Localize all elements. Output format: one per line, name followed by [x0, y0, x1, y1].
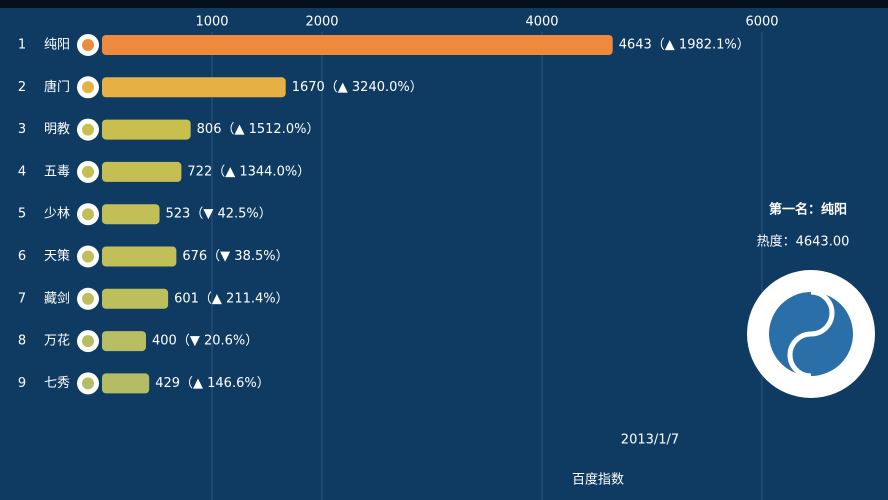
category-icon-inner [82, 335, 94, 348]
bar [102, 288, 169, 309]
category-icon-inner [82, 377, 94, 390]
value-label: 601（▲ 211.4%） [174, 291, 289, 306]
rank-label: 8 [18, 334, 26, 349]
rank-label: 7 [18, 291, 26, 306]
bar [102, 204, 160, 225]
bar [102, 35, 613, 55]
category-icon-inner [82, 81, 94, 94]
category-label: 明教 [44, 121, 70, 137]
category-label: 少林 [44, 207, 70, 222]
side-value: 热度：4643.00 [757, 234, 850, 250]
bar [102, 161, 182, 182]
value-label: 676（▼ 38.5%） [182, 249, 288, 264]
rank-label: 5 [18, 207, 26, 222]
value-label: 1670（▲ 3240.0%） [292, 80, 423, 95]
rank-label: 1 [18, 38, 26, 53]
rank-label: 9 [18, 376, 26, 391]
category-icon-inner [82, 208, 94, 221]
value-label: 429（▲ 146.6%） [155, 376, 270, 391]
bar [102, 373, 150, 394]
rank-label: 4 [18, 164, 26, 179]
category-label: 唐门 [44, 79, 70, 95]
category-label: 七秀 [44, 376, 70, 391]
leader-icon-swirl [787, 289, 835, 379]
category-icon-inner [82, 39, 94, 51]
bar [102, 119, 191, 140]
category-icon-inner [82, 123, 94, 136]
date-label: 2013/1/7 [621, 433, 679, 448]
subtitle: 百度指数 [572, 472, 624, 488]
category-label: 五毒 [44, 164, 70, 179]
bar [102, 246, 177, 267]
value-label: 806（▲ 1512.0%） [197, 122, 320, 137]
side-title: 第一名：纯阳 [769, 202, 847, 218]
category-icon-inner [82, 250, 94, 263]
value-label: 523（▼ 42.5%） [166, 207, 272, 222]
category-label: 天策 [44, 248, 70, 264]
x-tick-label: 1000 [195, 15, 228, 30]
rank-label: 3 [18, 122, 26, 137]
value-label: 400（▼ 20.6%） [152, 334, 258, 349]
top-strip [0, 0, 888, 8]
category-label: 万花 [44, 333, 70, 349]
x-tick-label: 2000 [305, 15, 338, 30]
rank-label: 2 [18, 80, 26, 95]
value-label: 4643（▲ 1982.1%） [619, 38, 750, 53]
category-icon-inner [82, 165, 94, 178]
x-tick-label: 4000 [525, 15, 558, 30]
x-tick-label: 6000 [745, 15, 778, 30]
category-icon-inner [82, 292, 94, 305]
bar [102, 77, 286, 98]
category-label: 纯阳 [44, 38, 70, 53]
rank-label: 6 [18, 249, 26, 264]
category-label: 藏剑 [44, 290, 70, 306]
value-label: 722（▲ 1344.0%） [187, 164, 310, 179]
bar [102, 331, 146, 352]
